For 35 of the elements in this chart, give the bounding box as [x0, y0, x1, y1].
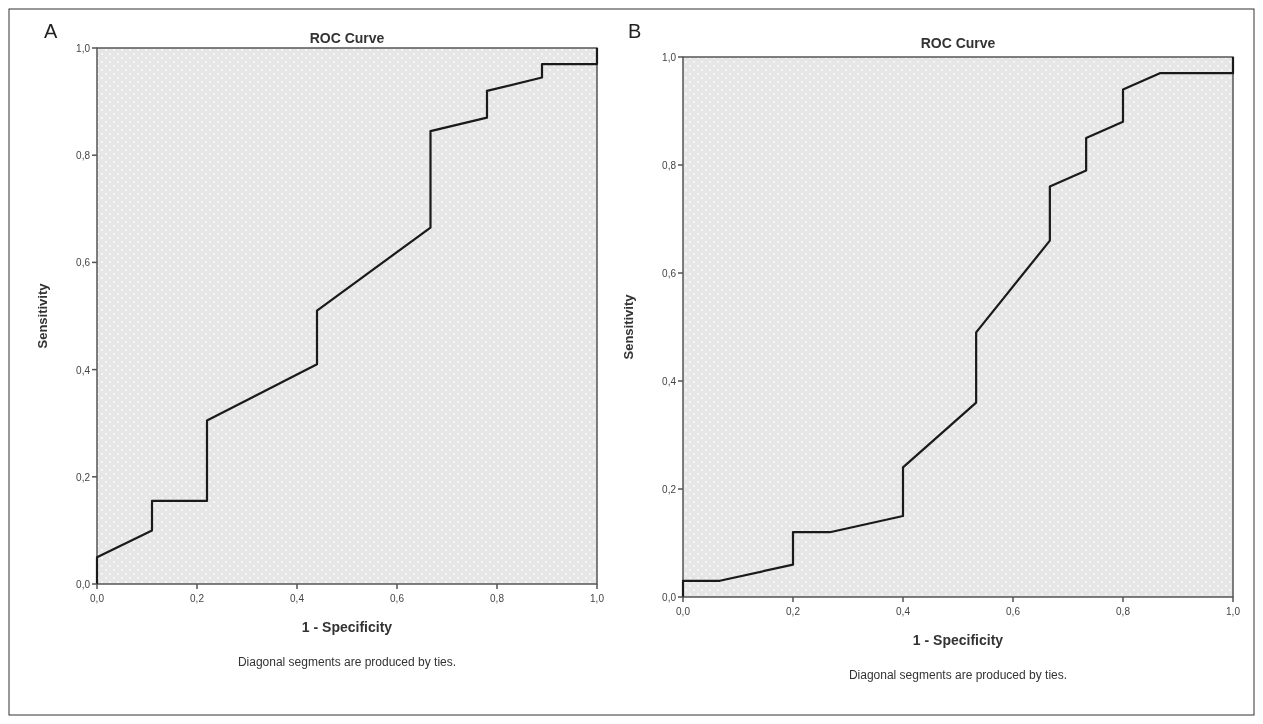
y-tick-label: 1,0 [662, 52, 677, 63]
x-axis-title: 1 - Specificity [301, 619, 393, 635]
x-tick-label: 0,2 [190, 593, 205, 604]
y-tick-label: 0,0 [76, 579, 91, 590]
y-axis-title: Sensitivity [35, 282, 50, 349]
x-tick-label: 0,8 [1116, 606, 1131, 617]
x-tick-label: 0,4 [290, 593, 305, 604]
text: A [44, 20, 58, 42]
line-series [95, 46, 599, 586]
x-tick-label: 0,0 [676, 606, 691, 617]
x-tick-label: 1,0 [590, 593, 605, 604]
text: B [628, 20, 642, 42]
y-tick-label: 1,0 [76, 43, 91, 54]
x-tick-label: 0,4 [896, 606, 911, 617]
y-tick-label: 0,8 [662, 160, 677, 171]
x-tick-label: 0,6 [1006, 606, 1021, 617]
x-tick-label: 0,2 [786, 606, 801, 617]
y-tick-label: 0,2 [76, 471, 91, 483]
x-tick-label: 0,8 [490, 593, 505, 604]
line-series [681, 55, 1235, 599]
y-tick-label: 0,6 [662, 268, 677, 279]
x-tick-label: 0,6 [390, 593, 405, 604]
y-tick-label: 0,2 [662, 484, 677, 495]
y-tick-label: 0,4 [662, 376, 677, 387]
y-tick-label: 0,4 [76, 364, 91, 376]
x-axis-title: 1 - Specificity [912, 632, 1004, 648]
text: Diagonal segments are produced by ties. [848, 668, 1068, 682]
x-tick-label: 1,0 [1226, 606, 1241, 617]
y-tick-label: 0,8 [76, 150, 91, 162]
y-axis-title: Sensitivity [621, 293, 636, 360]
y-tick-label: 0,6 [76, 257, 91, 269]
text: Diagonal segments are produced by ties. [237, 655, 457, 669]
chart-title: ROC Curve [309, 30, 385, 46]
chart-title: ROC Curve [920, 35, 996, 51]
x-tick-label: 0,0 [90, 593, 105, 604]
